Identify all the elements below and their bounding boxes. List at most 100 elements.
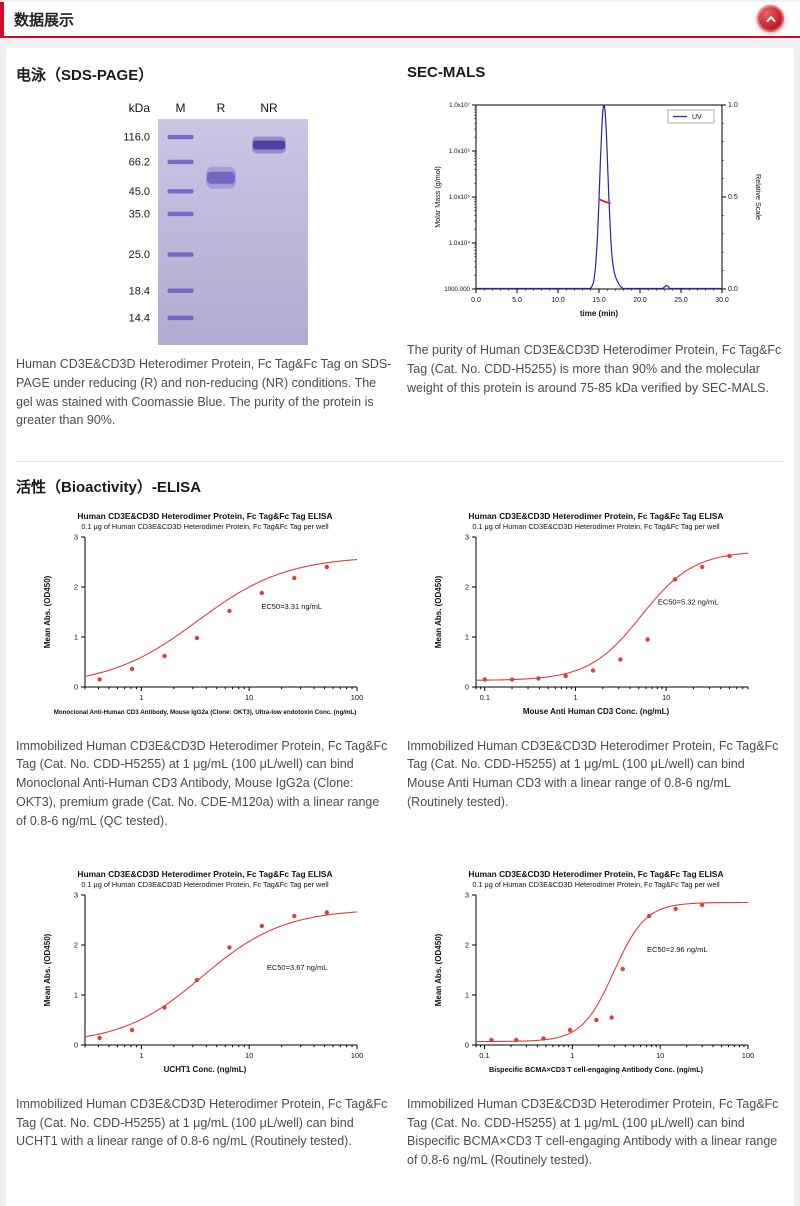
svg-text:10.0: 10.0 <box>551 297 565 304</box>
svg-text:1000.000: 1000.000 <box>444 286 470 293</box>
svg-text:14.4: 14.4 <box>128 312 149 324</box>
svg-text:1: 1 <box>139 1051 143 1060</box>
sds-page-gel-image: kDa M R NR 116.0 66.2 45.0 35.0 25.0 18.4 14.4 <box>123 101 308 345</box>
svg-text:66.2: 66.2 <box>128 156 149 168</box>
svg-text:Bispecific BCMA×CD3 T cell-eng: Bispecific BCMA×CD3 T cell-engaging Anti… <box>489 1065 704 1074</box>
svg-text:NR: NR <box>260 101 278 115</box>
svg-text:EC50=3.31 ng/mL: EC50=3.31 ng/mL <box>261 602 322 611</box>
elisa-chart-wrap-1: 0 1 2 3 1 10 100 EC50=3.31 ng/mL Human CD3E&CD3D… <box>16 509 393 727</box>
elisa-chart-wrap-3: 0 1 2 3 1 10 100 EC50=3.67 ng/mL Human CD3E&CD3D… <box>16 867 393 1085</box>
svg-text:Human CD3E&CD3D Heterodimer Pr: Human CD3E&CD3D Heterodimer Protein, Fc … <box>468 869 723 879</box>
svg-text:25.0: 25.0 <box>674 297 688 304</box>
svg-text:100: 100 <box>350 1051 363 1060</box>
sec-mals-section: SEC-MALS 1.0x10⁷ 1.0x10⁶ 1.0x10⁵ 1.0x10⁴ 100… <box>407 60 784 443</box>
elisa-chart-3: 0 1 2 3 1 10 100 EC50=3.67 ng/mL Human CD3E&CD3D… <box>43 869 363 1074</box>
svg-text:1: 1 <box>464 632 468 641</box>
svg-text:10: 10 <box>661 693 669 702</box>
svg-text:3: 3 <box>73 532 77 541</box>
elisa-grid: 0 1 2 3 1 10 100 EC50=3.31 ng/mL Human CD3E&CD3D… <box>16 509 784 1183</box>
svg-text:Molar Mass (g/mol): Molar Mass (g/mol) <box>433 166 442 228</box>
chevron-up-icon <box>766 15 775 22</box>
elisa-chart-1: 0 1 2 3 1 10 100 EC50=3.31 ng/mL Human CD3E&CD3D… <box>43 511 363 716</box>
svg-text:10: 10 <box>245 1051 253 1060</box>
svg-text:1.0x10⁴: 1.0x10⁴ <box>448 240 470 247</box>
elisa-caption-4: Immobilized Human CD3E&CD3D Heterodimer … <box>407 1096 779 1167</box>
svg-text:2: 2 <box>464 582 468 591</box>
svg-text:UV: UV <box>692 114 702 121</box>
sec-mals-chart: 1.0x10⁷ 1.0x10⁶ 1.0x10⁵ 1.0x10⁴ 1000.000 1.0 0… <box>433 102 762 318</box>
svg-text:0.1 μg of Human CD3E&CD3D Hete: 0.1 μg of Human CD3E&CD3D Heterodimer Pr… <box>472 522 720 531</box>
elisa-chart-wrap-2: 0 1 2 3 0.1 1 10 EC50=5.32 ng/mL Human CD3E&CD3D… <box>407 509 784 727</box>
sds-page-title: 电泳（SDS-PAGE） <box>16 67 154 84</box>
sec-mals-figure: 1.0x10⁷ 1.0x10⁶ 1.0x10⁵ 1.0x10⁴ 1000.000 1.0 0… <box>407 93 784 331</box>
svg-text:1: 1 <box>570 1051 574 1060</box>
sec-mals-title: SEC-MALS <box>407 64 486 81</box>
svg-text:100: 100 <box>741 1051 754 1060</box>
svg-text:0.5: 0.5 <box>728 194 738 201</box>
svg-text:0: 0 <box>464 682 468 691</box>
sec-mals-caption: The purity of Human CD3E&CD3D Heterodime… <box>407 343 782 395</box>
svg-text:0.1 μg of Human CD3E&CD3D Hete: 0.1 μg of Human CD3E&CD3D Heterodimer Pr… <box>81 522 329 531</box>
elisa-chart-4: 0 1 2 3 0.1 1 10 100 EC50=2.96 ng/mL Human CD3E&C… <box>434 869 754 1074</box>
svg-text:EC50=3.67 ng/mL: EC50=3.67 ng/mL <box>266 963 327 972</box>
svg-text:1: 1 <box>573 693 577 702</box>
svg-text:1: 1 <box>73 990 77 999</box>
svg-text:3: 3 <box>73 890 77 899</box>
svg-text:0.1 μg of Human CD3E&CD3D Hete: 0.1 μg of Human CD3E&CD3D Heterodimer Pr… <box>472 880 720 889</box>
svg-text:3: 3 <box>464 890 468 899</box>
svg-text:Mouse Anti Human CD3 Conc. (ng: Mouse Anti Human CD3 Conc. (ng/mL) <box>522 707 669 716</box>
svg-text:35.0: 35.0 <box>128 208 149 220</box>
svg-text:0.0: 0.0 <box>728 286 738 293</box>
svg-text:25.0: 25.0 <box>128 249 149 261</box>
svg-text:0.1: 0.1 <box>479 693 489 702</box>
elisa-figure-4: 0 1 2 3 0.1 1 10 100 EC50=2.96 ng/mL Human CD3E&C… <box>407 867 784 1183</box>
svg-text:18.4: 18.4 <box>128 285 149 297</box>
section-divider <box>16 460 784 462</box>
svg-text:2: 2 <box>73 582 77 591</box>
svg-text:5.0: 5.0 <box>512 297 522 304</box>
svg-text:2: 2 <box>464 940 468 949</box>
svg-text:EC50=5.32 ng/mL: EC50=5.32 ng/mL <box>657 597 718 606</box>
svg-text:30.0: 30.0 <box>715 297 729 304</box>
svg-text:Mean Abs. (OD450): Mean Abs. (OD450) <box>43 575 52 648</box>
svg-text:time (min): time (min) <box>579 309 618 318</box>
svg-text:Human CD3E&CD3D Heterodimer Pr: Human CD3E&CD3D Heterodimer Protein, Fc … <box>468 511 723 521</box>
svg-text:Mean Abs. (OD450): Mean Abs. (OD450) <box>434 575 443 648</box>
header-accent-bar <box>0 2 4 36</box>
elisa-caption-2: Immobilized Human CD3E&CD3D Heterodimer … <box>407 738 779 809</box>
bioactivity-section: 活性（Bioactivity）-ELISA 0 1 2 3 1 10 100 EC50=3.3… <box>16 476 784 1183</box>
main-content: 电泳（SDS-PAGE） kDa M R NR 116.0 66.2 45.0 35.0 25.… <box>6 48 794 1206</box>
svg-text:Human CD3E&CD3D Heterodimer Pr: Human CD3E&CD3D Heterodimer Protein, Fc … <box>77 869 332 879</box>
svg-text:0.1 μg of Human CD3E&CD3D Hete: 0.1 μg of Human CD3E&CD3D Heterodimer Pr… <box>81 880 329 889</box>
page-title: 数据展示 <box>14 11 75 29</box>
svg-text:0: 0 <box>464 1040 468 1049</box>
svg-text:2: 2 <box>73 940 77 949</box>
svg-text:R: R <box>216 101 225 115</box>
sds-page-section: 电泳（SDS-PAGE） kDa M R NR 116.0 66.2 45.0 35.0 25.… <box>16 60 393 443</box>
svg-text:Monoclonal Anti-Human CD3 Anti: Monoclonal Anti-Human CD3 Antibody, Mous… <box>53 709 356 716</box>
svg-text:0: 0 <box>73 682 77 691</box>
svg-text:45.0: 45.0 <box>128 186 149 198</box>
svg-text:1.0x10⁶: 1.0x10⁶ <box>448 148 470 155</box>
svg-text:1.0: 1.0 <box>728 102 738 109</box>
elisa-figure-1: 0 1 2 3 1 10 100 EC50=3.31 ng/mL Human CD3E&CD3D… <box>16 509 393 843</box>
svg-text:UCHT1 Conc. (ng/mL): UCHT1 Conc. (ng/mL) <box>163 1065 246 1074</box>
svg-text:20.0: 20.0 <box>633 297 647 304</box>
svg-text:100: 100 <box>350 693 363 702</box>
svg-text:1: 1 <box>73 632 77 641</box>
elisa-chart-wrap-4: 0 1 2 3 0.1 1 10 100 EC50=2.96 ng/mL Human CD3E&C… <box>407 867 784 1085</box>
elisa-chart-2: 0 1 2 3 0.1 1 10 EC50=5.32 ng/mL Human CD3E&CD3D… <box>434 511 748 716</box>
svg-text:3: 3 <box>464 532 468 541</box>
svg-text:10: 10 <box>245 693 253 702</box>
svg-text:kDa: kDa <box>128 101 150 115</box>
scroll-top-button[interactable] <box>757 5 784 32</box>
svg-text:1: 1 <box>464 990 468 999</box>
elisa-caption-3: Immobilized Human CD3E&CD3D Heterodimer … <box>16 1096 388 1149</box>
svg-text:0: 0 <box>73 1040 77 1049</box>
svg-text:Mean Abs. (OD450): Mean Abs. (OD450) <box>434 933 443 1006</box>
svg-text:116.0: 116.0 <box>123 132 150 144</box>
elisa-figure-2: 0 1 2 3 0.1 1 10 EC50=5.32 ng/mL Human CD3E&CD3D… <box>407 509 784 843</box>
svg-text:0.1: 0.1 <box>479 1051 489 1060</box>
svg-text:1: 1 <box>139 693 143 702</box>
